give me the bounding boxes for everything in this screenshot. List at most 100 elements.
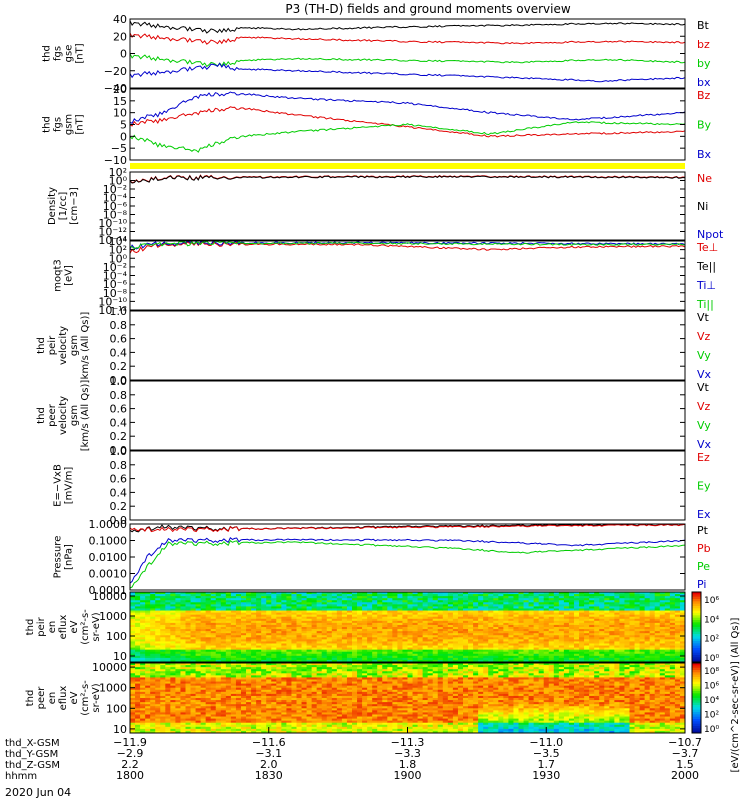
y-tick-label: 10000 [92, 590, 127, 603]
y-axis-label: km/s (All Qs)] [80, 312, 91, 380]
y-tick-label: 1.0 [110, 375, 128, 388]
legend-entry: Ne [697, 172, 712, 185]
y-axis-label: thd [36, 407, 47, 424]
series-pb [129, 523, 686, 533]
series-by [129, 53, 686, 68]
y-tick-label: 1.0000 [89, 518, 128, 531]
y-tick-label: 10⁻⁶ [103, 278, 128, 291]
y-axis-label: moqt3 [53, 259, 64, 292]
y-axis-label: en [47, 692, 58, 705]
x-tick-label: 2.0 [260, 758, 278, 771]
legend-entry: Pt [697, 524, 709, 537]
legend-entry: Ti|| [696, 298, 714, 311]
legend-entry: by [697, 57, 711, 70]
y-axis-label: [eV] [64, 265, 75, 286]
y-tick-label: 0.6 [110, 333, 128, 346]
y-tick-label: 10 [113, 107, 127, 120]
colorbar-tick: 10⁰ [704, 654, 719, 664]
y-tick-label: 0.4 [110, 486, 128, 499]
legend-entry: Bx [697, 148, 712, 161]
y-tick-label: 10000 [92, 661, 127, 674]
time-axis: thd_X-GSM −11.9 −11.6 −11.3 −11.0 −10.7 thd_Y-… [5, 727, 702, 782]
y-axis-label: en [47, 621, 58, 634]
y-axis-label: velocity [58, 396, 69, 435]
x-tick-label: −11.3 [391, 736, 425, 749]
legend-entry: Vx [697, 368, 712, 381]
y-axis-label: Pressure [53, 536, 64, 579]
y-tick-label: 0.8 [110, 389, 128, 402]
y-axis-label: fgs [53, 117, 64, 132]
y-tick-label: 0.4 [110, 346, 128, 359]
y-axis-label: peir [36, 616, 47, 636]
y-tick-label: 0.8 [110, 459, 128, 472]
series-bx [129, 62, 686, 83]
x-tick-label: 1.7 [538, 758, 556, 771]
legend-entry: Pi [697, 578, 706, 591]
panel-frame [129, 591, 686, 663]
x-tick-label: −10.7 [668, 736, 702, 749]
y-tick-label: 10⁻¹⁰ [98, 217, 127, 230]
series-pt [129, 523, 686, 533]
y-tick-label: 1.0 [110, 305, 128, 318]
colorbar-tick: 10⁶ [704, 596, 719, 606]
colorbar-tick: 10⁰ [704, 725, 719, 735]
y-tick-label: 0.0001 [89, 584, 128, 597]
y-axis-label: peer [36, 686, 47, 710]
series-te- [129, 241, 686, 254]
x-tick-label: 2000 [671, 769, 699, 782]
y-tick-label: 0.2 [110, 430, 128, 443]
quality-strip [130, 163, 685, 169]
legend-entry: Vz [697, 330, 711, 343]
legend-entry: By [697, 119, 712, 132]
y-axis-label: [nT] [75, 43, 86, 63]
y-tick-label: 100 [106, 630, 127, 643]
y-tick-label: 1.0 [110, 445, 128, 458]
legend-entry: Vy [697, 349, 711, 362]
series-ni [129, 174, 686, 184]
y-tick-label: 0.0 [110, 444, 128, 457]
y-tick-label: 40 [113, 13, 127, 26]
y-axis-label: [km/s (All Qs)] [80, 380, 91, 452]
legend-entry: Vt [697, 311, 710, 324]
x-tick-label: −3.1 [255, 747, 282, 760]
y-axis-label: eflux [58, 615, 69, 640]
panel-frame [129, 523, 686, 591]
legend-entry: Pe [697, 560, 710, 573]
spectrogram-cells [130, 663, 686, 734]
x-tick-label: 2.2 [121, 758, 139, 771]
legend-entry: Pb [697, 542, 711, 555]
y-axis-label: E=−VxB [53, 464, 64, 507]
y-axis-label: [1/cc] [58, 192, 69, 221]
y-tick-label: 10⁻¹² [98, 226, 127, 239]
y-axis-label: [nT] [75, 114, 86, 134]
y-tick-label: 10⁴ [109, 235, 128, 248]
y-axis-label: gsm [69, 335, 80, 356]
legend-entry: bz [697, 38, 710, 51]
colorbar-tick: 10⁴ [704, 615, 719, 625]
y-axis-label: sr-eV) [91, 612, 102, 641]
y-tick-label: 0.1000 [89, 535, 128, 548]
spectrogram-cells [130, 592, 686, 663]
y-tick-label: 10⁻¹⁰ [98, 295, 127, 308]
y-axis-label: (cm²-s- [80, 680, 91, 716]
y-axis-label: thd [25, 619, 36, 636]
x-tick-label: 1800 [116, 769, 144, 782]
legend-entry: Te|| [696, 260, 716, 273]
y-tick-label: −40 [104, 82, 127, 95]
legend-entry: Bz [697, 89, 711, 102]
y-tick-label: 10⁻⁸ [103, 209, 128, 222]
y-tick-label: 10⁻² [103, 183, 127, 196]
y-tick-label: 0.6 [110, 473, 128, 486]
panel-frame [129, 380, 686, 451]
series-by [129, 121, 686, 153]
series-bz [129, 32, 686, 45]
legend-entry: Ey [697, 480, 711, 493]
y-tick-label: 10⁻⁴ [103, 270, 128, 283]
y-tick-label: 0.0 [110, 374, 128, 387]
y-axis-label: thd [36, 337, 47, 354]
y-tick-label: 10⁻⁴ [103, 192, 128, 205]
